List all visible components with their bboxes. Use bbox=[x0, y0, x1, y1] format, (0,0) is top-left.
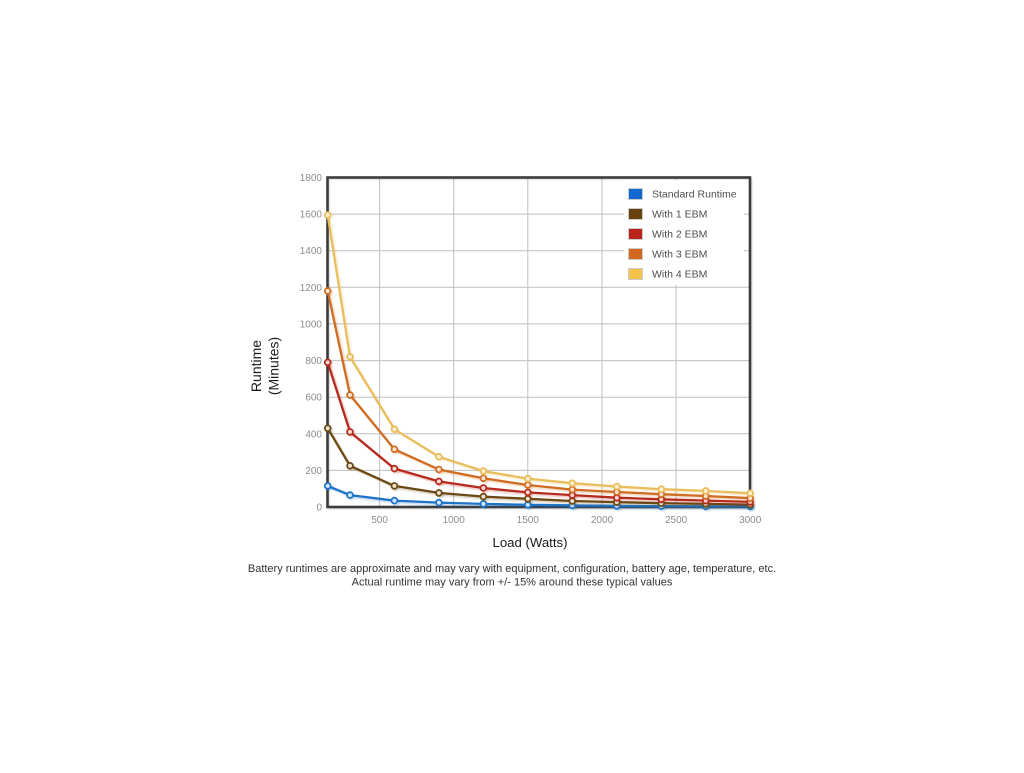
svg-text:2500: 2500 bbox=[665, 515, 688, 526]
svg-text:500: 500 bbox=[371, 515, 388, 526]
svg-text:600: 600 bbox=[305, 393, 322, 404]
svg-text:1800: 1800 bbox=[300, 173, 323, 184]
svg-text:3000: 3000 bbox=[739, 515, 762, 526]
svg-text:1600: 1600 bbox=[300, 210, 323, 221]
svg-text:With 1 EBM: With 1 EBM bbox=[652, 209, 707, 221]
svg-text:0: 0 bbox=[316, 503, 322, 514]
svg-text:1200: 1200 bbox=[300, 283, 323, 294]
svg-text:1500: 1500 bbox=[517, 515, 540, 526]
svg-text:With 3 EBM: With 3 EBM bbox=[652, 249, 707, 261]
svg-text:Runtime: Runtime bbox=[248, 340, 264, 392]
svg-text:2000: 2000 bbox=[591, 515, 614, 526]
svg-text:200: 200 bbox=[305, 466, 322, 477]
svg-text:With 2 EBM: With 2 EBM bbox=[652, 229, 707, 241]
svg-text:Load (Watts): Load (Watts) bbox=[493, 535, 568, 550]
svg-text:400: 400 bbox=[305, 429, 322, 440]
svg-text:With 4 EBM: With 4 EBM bbox=[652, 269, 707, 281]
svg-text:800: 800 bbox=[305, 356, 322, 367]
svg-text:Standard Runtime: Standard Runtime bbox=[652, 189, 737, 201]
svg-text:1000: 1000 bbox=[300, 319, 323, 330]
svg-text:(Minutes): (Minutes) bbox=[266, 337, 282, 395]
svg-text:Actual runtime may vary from +: Actual runtime may vary from +/- 15% aro… bbox=[352, 577, 673, 589]
svg-text:1400: 1400 bbox=[300, 246, 323, 257]
svg-text:1000: 1000 bbox=[443, 515, 466, 526]
svg-text:Battery runtimes are approxima: Battery runtimes are approximate and may… bbox=[248, 563, 776, 575]
